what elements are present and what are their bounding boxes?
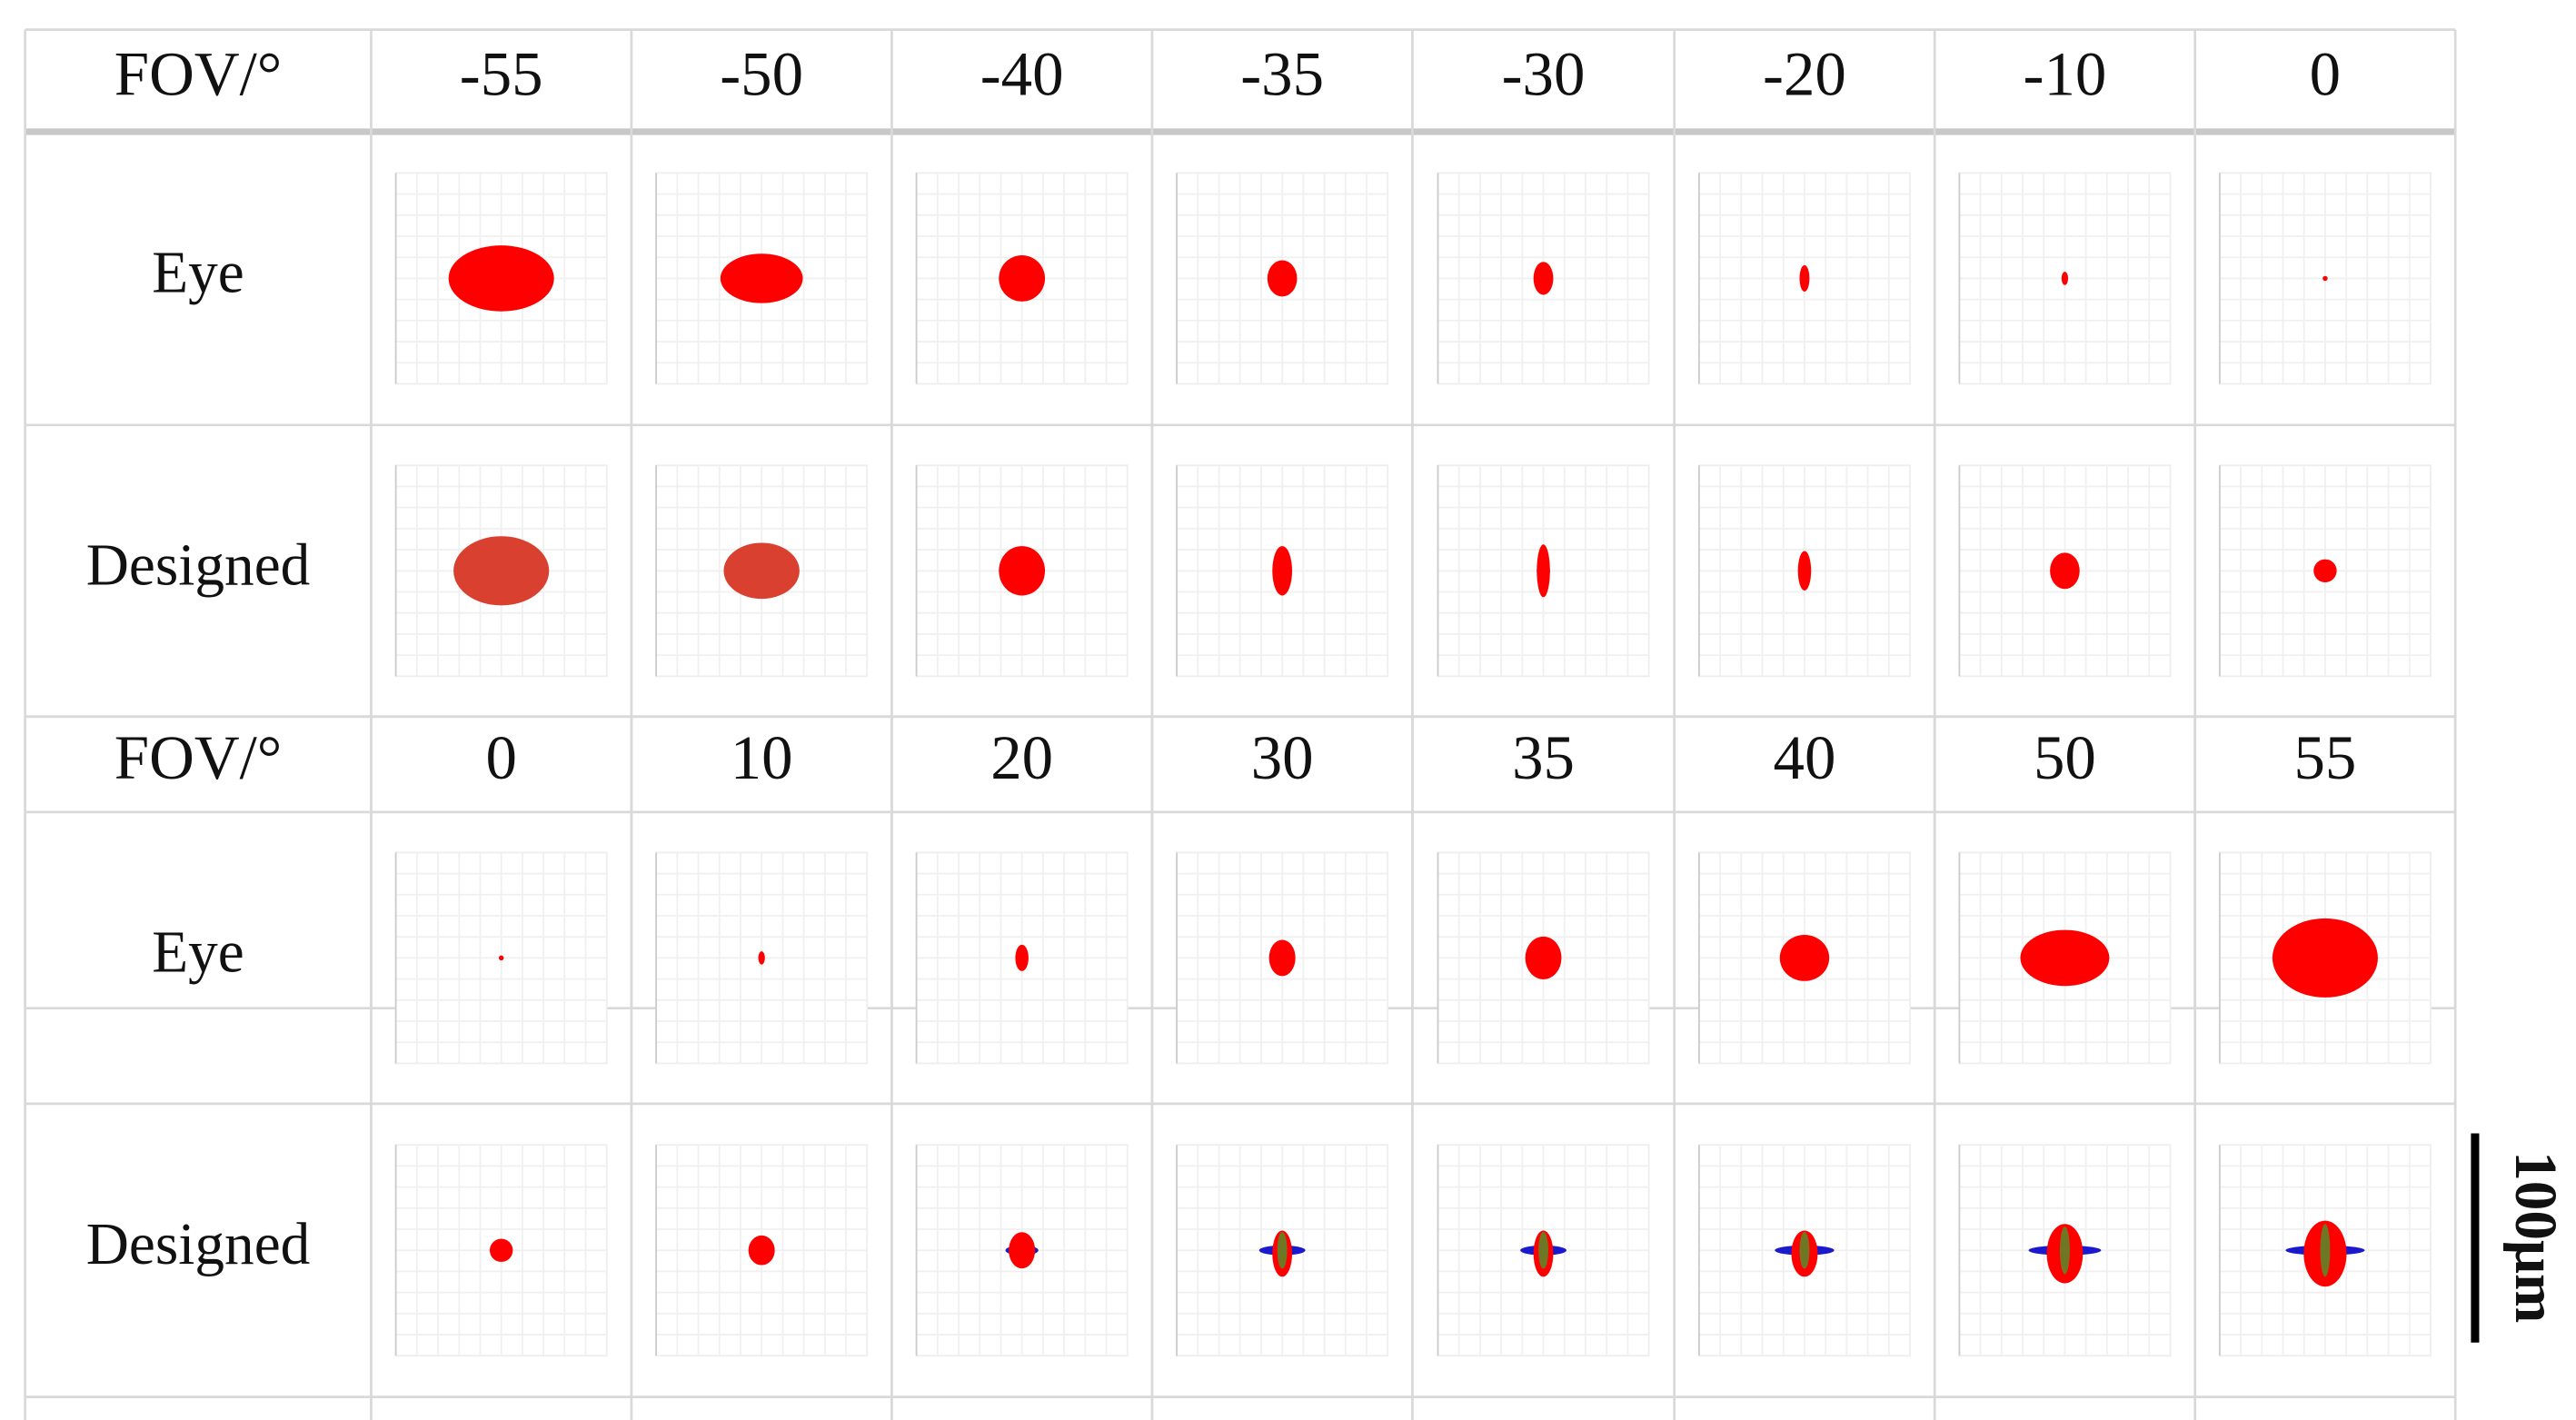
spot — [2272, 918, 2378, 998]
fov-value: -10 — [2024, 40, 2107, 109]
fov-value: 35 — [1512, 723, 1575, 792]
spot — [758, 951, 765, 965]
spot — [453, 536, 550, 606]
spot — [1268, 939, 1296, 977]
fov-value: 55 — [2293, 723, 2356, 792]
fov-value: 40 — [1774, 723, 1836, 792]
spot-green — [2320, 1224, 2331, 1277]
spot-panel — [2218, 172, 2432, 385]
fov-value: -35 — [1240, 40, 1324, 109]
spot — [723, 542, 800, 600]
spot-panel — [2218, 851, 2432, 1065]
spot-green — [1799, 1231, 1810, 1269]
spot-panel — [915, 172, 1129, 385]
spot-panel — [2218, 1144, 2432, 1357]
spot-panel — [394, 464, 608, 678]
spot — [1797, 551, 1812, 591]
spot-panel — [1958, 1144, 2172, 1357]
spot-panel — [1437, 851, 1650, 1065]
fov-value: -40 — [980, 40, 1064, 109]
spot-panel — [1697, 851, 1911, 1065]
spot — [1799, 264, 1810, 292]
spot — [498, 955, 504, 961]
header-label: FOV/° — [114, 723, 283, 792]
spot — [489, 1238, 513, 1262]
scale-bar-label: 100μm — [2502, 1151, 2568, 1323]
fov-value: 20 — [990, 723, 1053, 792]
spot — [720, 253, 803, 303]
spot-panel — [915, 464, 1129, 678]
fov-value: 0 — [2310, 40, 2341, 109]
row-label: Eye — [152, 919, 244, 985]
spot — [2313, 559, 2337, 582]
spot-panel — [1437, 172, 1650, 385]
spot — [448, 245, 554, 312]
spot — [1779, 935, 1830, 981]
spot — [2322, 275, 2328, 282]
spot-panel — [915, 851, 1129, 1065]
spot-panel — [1958, 851, 2172, 1065]
spot-panel — [394, 851, 608, 1065]
spot — [1015, 944, 1029, 971]
spot — [999, 546, 1046, 596]
spot-green — [1538, 1231, 1548, 1269]
spot-panel — [1437, 464, 1650, 678]
fov-value: -30 — [1502, 40, 1586, 109]
spot-panel — [1437, 1144, 1650, 1357]
spot — [2020, 929, 2110, 987]
spot — [1525, 936, 1562, 979]
spot-panel — [1176, 172, 1389, 385]
spot-panel — [655, 851, 869, 1065]
spot — [1537, 544, 1550, 598]
spot — [1272, 546, 1293, 596]
fov-value: -55 — [460, 40, 543, 109]
spot-panel — [394, 1144, 608, 1357]
spot-panel — [1697, 464, 1911, 678]
spot-panel — [915, 1144, 1129, 1357]
fov-value: 50 — [2034, 723, 2096, 792]
spot — [999, 255, 1046, 302]
spot-panel — [655, 172, 869, 385]
spot — [748, 1235, 775, 1266]
spot — [1267, 260, 1298, 297]
row-label: Designed — [86, 1212, 311, 1277]
spot-panel — [1958, 464, 2172, 678]
row-label: Designed — [86, 532, 311, 598]
spot-panel — [1697, 172, 1911, 385]
spot-panel — [655, 1144, 869, 1357]
spot-panel — [1176, 464, 1389, 678]
spot-panel — [1697, 1144, 1911, 1357]
fov-value: 30 — [1251, 723, 1314, 792]
fov-value: -50 — [720, 40, 803, 109]
spot-panel — [1176, 1144, 1389, 1357]
spot-green — [1277, 1231, 1288, 1269]
spot — [1009, 1232, 1036, 1269]
spot-green — [2059, 1226, 2070, 1275]
spot-panel — [1176, 851, 1389, 1065]
fov-value: 0 — [485, 723, 516, 792]
spot-panel — [2218, 464, 2432, 678]
spot — [1533, 262, 1554, 295]
row-label: Eye — [152, 240, 244, 305]
spot-panel — [655, 464, 869, 678]
header-label: FOV/° — [114, 40, 283, 109]
spot-panel — [1958, 172, 2172, 385]
spot — [2050, 552, 2080, 590]
fov-value: 10 — [731, 723, 793, 792]
spot — [2061, 272, 2069, 285]
spot-panel — [394, 172, 608, 385]
fov-value: -20 — [1763, 40, 1846, 109]
